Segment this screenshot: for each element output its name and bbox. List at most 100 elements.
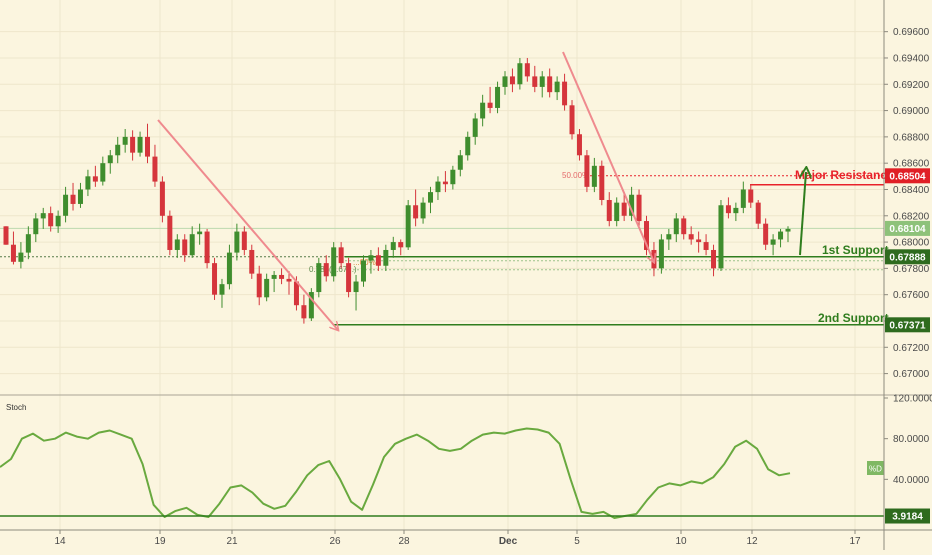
candle-body [286, 278, 292, 282]
price-tick-label: 0.67200 [893, 343, 930, 354]
candle-body [457, 155, 463, 170]
stoch-tick-label: 40.0000 [893, 475, 930, 486]
candle-body [301, 305, 307, 319]
candle-body [55, 215, 61, 227]
candle-body [189, 234, 195, 256]
stoch-level-badge-text: 3.9184 [892, 512, 923, 523]
candle-body [256, 273, 262, 298]
candle-body [770, 239, 776, 245]
candle-body [524, 63, 530, 77]
time-tick-label: Dec [499, 536, 518, 547]
price-tick-label: 0.68600 [893, 159, 930, 170]
candle-body [420, 202, 426, 219]
candle-body [360, 260, 366, 282]
candle-body [167, 215, 173, 250]
trend-arrow-down [562, 51, 654, 262]
time-tick-label: 5 [574, 536, 580, 547]
candle-body [696, 239, 702, 243]
candle-body [487, 102, 493, 108]
candle-body [405, 205, 411, 248]
time-tick-label: 28 [398, 536, 410, 547]
candle-body [25, 234, 31, 253]
stoch-tick-label: 80.0000 [893, 434, 930, 445]
stoch-title: Stoch [6, 403, 26, 412]
candle-body [137, 136, 143, 153]
stoch-series-badge [867, 461, 884, 475]
candle-body [271, 274, 277, 279]
candle-body [115, 144, 121, 156]
candle-body [375, 255, 381, 266]
candle-body [532, 76, 538, 87]
candle-body [502, 76, 508, 87]
price-badges: 0.68504 0.68104 0.67888 0.67371 3.9184 [885, 168, 930, 524]
candle-body [599, 165, 605, 200]
candle-body [40, 213, 46, 219]
candle-body [159, 181, 165, 216]
candle-body [740, 189, 746, 208]
candle-body [100, 163, 106, 182]
candle-body [509, 76, 515, 85]
candle-body [145, 136, 151, 157]
stoch-panel: Stoch %D [0, 403, 884, 519]
price-levels: Major Resistance 1st Support 2nd Support 50… [0, 168, 894, 326]
candle-body [442, 181, 448, 185]
candle-body [226, 252, 232, 285]
candle-body [643, 221, 649, 250]
candle-body [331, 247, 337, 277]
candle-body [472, 118, 478, 137]
candle-body [85, 176, 91, 190]
candle-body [584, 155, 590, 187]
resistance-label: Major Resistance [795, 168, 894, 182]
candle-body [658, 239, 664, 269]
candle-body [182, 239, 188, 256]
candle-body [3, 226, 9, 245]
resistance-badge-text: 0.68504 [889, 171, 926, 182]
candle-body [33, 218, 39, 235]
support1-label: 1st Support [822, 243, 889, 257]
candle-body [465, 136, 471, 156]
candle-body [517, 63, 523, 85]
time-tick-label: 12 [746, 536, 758, 547]
candle-body [197, 231, 203, 235]
candle-body [554, 81, 560, 93]
stoch-d-line [0, 427, 791, 519]
candle-body [398, 242, 404, 248]
candle-body [174, 239, 180, 250]
candle-body [435, 181, 441, 193]
candle-body [576, 134, 582, 156]
candle-body [666, 234, 672, 240]
grid [0, 0, 884, 530]
candle-body [234, 231, 240, 253]
time-tick-label: 10 [675, 536, 687, 547]
candle-body [204, 231, 210, 264]
time-tick-label: 26 [329, 536, 341, 547]
support2-badge-text: 0.67371 [889, 320, 926, 331]
stoch-tick-label: 120.0000 [893, 394, 932, 405]
candle-body [152, 156, 158, 182]
candle-body [718, 205, 724, 269]
candle-body [338, 247, 344, 264]
price-tick-label: 0.69200 [893, 80, 930, 91]
price-tick-label: 0.67000 [893, 369, 930, 380]
candle-body [346, 263, 352, 293]
current-price-badge-text: 0.68104 [889, 224, 926, 235]
candle-body [681, 218, 687, 235]
candle-body [763, 223, 769, 245]
candle-body [18, 252, 24, 262]
price-tick-label: 0.69400 [893, 53, 930, 64]
candle-body [703, 242, 709, 250]
time-tick-label: 21 [226, 536, 238, 547]
stoch-series-badge-text: %D [869, 465, 882, 474]
price-tick-label: 0.67800 [893, 264, 930, 275]
candle-body [480, 102, 486, 119]
candle-body [450, 169, 456, 185]
candle-body [725, 205, 731, 214]
candle-body [778, 231, 784, 240]
support1-badge [885, 249, 930, 265]
candle-body [353, 281, 359, 293]
candle-body [383, 249, 389, 266]
candle-body [130, 136, 136, 153]
